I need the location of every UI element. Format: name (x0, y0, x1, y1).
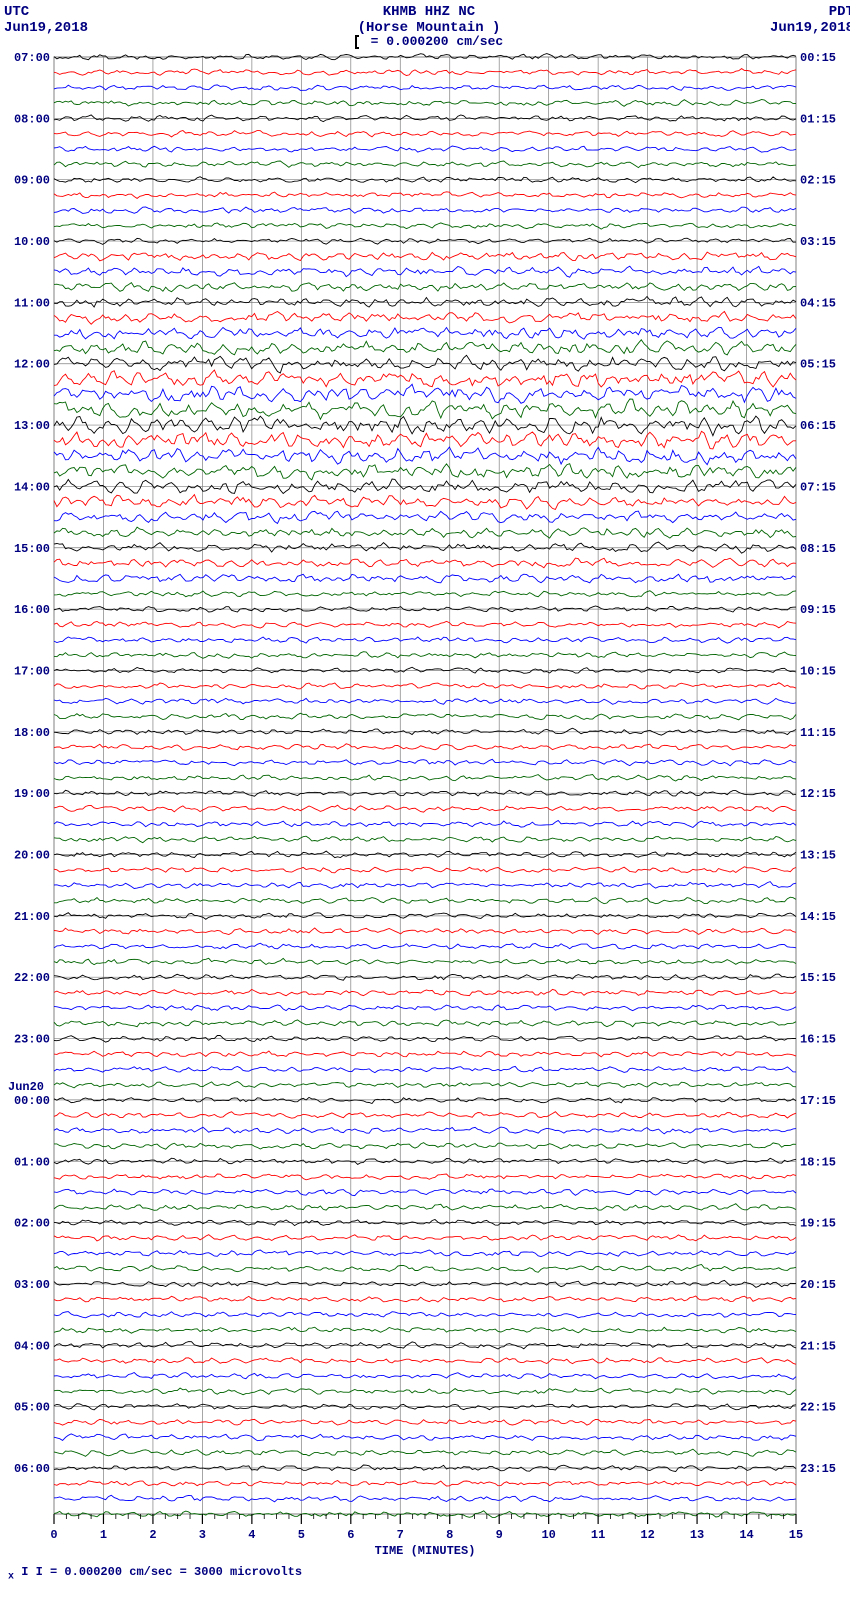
svg-text:8: 8 (446, 1528, 453, 1542)
svg-text:17:15: 17:15 (800, 1094, 836, 1108)
svg-text:00:15: 00:15 (800, 51, 836, 65)
svg-text:12:00: 12:00 (14, 358, 50, 372)
svg-text:3: 3 (199, 1528, 206, 1542)
svg-text:10:15: 10:15 (800, 664, 836, 678)
footer-text: I = 0.000200 cm/sec = 3000 microvolts (36, 1565, 302, 1579)
svg-text:20:00: 20:00 (14, 849, 50, 863)
svg-text:00:00: 00:00 (14, 1094, 50, 1108)
svg-text:18:15: 18:15 (800, 1155, 836, 1169)
svg-text:9: 9 (496, 1528, 503, 1542)
svg-text:04:15: 04:15 (800, 296, 836, 310)
svg-text:23:15: 23:15 (800, 1462, 836, 1476)
helicorder-svg: 07:00 08:00 09:00 10:00 11:00 12:00 13:00 14:00… (4, 49, 846, 1559)
svg-text:11: 11 (591, 1528, 605, 1542)
svg-text:22:15: 22:15 (800, 1401, 836, 1415)
svg-text:04:00: 04:00 (14, 1339, 50, 1353)
svg-text:01:00: 01:00 (14, 1155, 50, 1169)
svg-text:06:00: 06:00 (14, 1462, 50, 1476)
svg-text:02:00: 02:00 (14, 1217, 50, 1231)
svg-text:19:15: 19:15 (800, 1217, 836, 1231)
svg-text:01:15: 01:15 (800, 112, 836, 126)
svg-text:03:00: 03:00 (14, 1278, 50, 1292)
svg-text:18:00: 18:00 (14, 726, 50, 740)
svg-text:12:15: 12:15 (800, 787, 836, 801)
scale-bar-icon (355, 35, 359, 49)
svg-text:21:15: 21:15 (800, 1339, 836, 1353)
svg-text:2: 2 (149, 1528, 156, 1542)
svg-text:23:00: 23:00 (14, 1033, 50, 1047)
svg-text:10:00: 10:00 (14, 235, 50, 249)
right-tz: PDT (829, 4, 850, 20)
header-row: UTC Jun19,2018 KHMB HHZ NC (Horse Mounta… (4, 4, 850, 36)
svg-text:02:15: 02:15 (800, 174, 836, 188)
svg-text:17:00: 17:00 (14, 664, 50, 678)
svg-text:11:15: 11:15 (800, 726, 836, 740)
svg-text:21:00: 21:00 (14, 910, 50, 924)
left-tz: UTC (4, 4, 29, 20)
svg-text:07:15: 07:15 (800, 480, 836, 494)
right-date: Jun19,2018 (770, 20, 850, 36)
station-line1: KHMB HHZ NC (383, 4, 475, 20)
footer-scale: x I I = 0.000200 cm/sec = 3000 microvolt… (4, 1565, 846, 1582)
svg-text:6: 6 (347, 1528, 354, 1542)
svg-text:09:15: 09:15 (800, 603, 836, 617)
svg-text:12: 12 (640, 1528, 654, 1542)
svg-text:11:00: 11:00 (14, 296, 50, 310)
helicorder-plot: 07:00 08:00 09:00 10:00 11:00 12:00 13:00 14:00… (4, 49, 846, 1559)
svg-text:09:00: 09:00 (14, 174, 50, 188)
svg-text:03:15: 03:15 (800, 235, 836, 249)
svg-text:20:15: 20:15 (800, 1278, 836, 1292)
svg-text:13: 13 (690, 1528, 704, 1542)
svg-text:14:00: 14:00 (14, 480, 50, 494)
svg-text:19:00: 19:00 (14, 787, 50, 801)
svg-text:15:15: 15:15 (800, 971, 836, 985)
svg-text:05:15: 05:15 (800, 358, 836, 372)
svg-text:Jun20: Jun20 (8, 1080, 44, 1094)
svg-text:13:00: 13:00 (14, 419, 50, 433)
scale-indicator: = 0.000200 cm/sec (4, 34, 850, 49)
svg-text:06:15: 06:15 (800, 419, 836, 433)
scale-label: = 0.000200 cm/sec (371, 34, 504, 49)
header-right: PDT Jun19,2018 (734, 4, 850, 36)
svg-text:4: 4 (248, 1528, 255, 1542)
svg-text:07:00: 07:00 (14, 51, 50, 65)
svg-text:1: 1 (100, 1528, 107, 1542)
svg-text:5: 5 (298, 1528, 305, 1542)
svg-text:16:00: 16:00 (14, 603, 50, 617)
svg-text:13:15: 13:15 (800, 849, 836, 863)
svg-text:10: 10 (541, 1528, 555, 1542)
svg-text:16:15: 16:15 (800, 1033, 836, 1047)
svg-text:05:00: 05:00 (14, 1401, 50, 1415)
svg-text:0: 0 (50, 1528, 57, 1542)
left-date: Jun19,2018 (4, 20, 88, 36)
svg-text:08:15: 08:15 (800, 542, 836, 556)
svg-text:14: 14 (739, 1528, 753, 1542)
svg-text:08:00: 08:00 (14, 112, 50, 126)
svg-text:14:15: 14:15 (800, 910, 836, 924)
svg-text:22:00: 22:00 (14, 971, 50, 985)
svg-text:15:00: 15:00 (14, 542, 50, 556)
header-center: KHMB HHZ NC (Horse Mountain ) (124, 4, 734, 36)
header-left: UTC Jun19,2018 (4, 4, 124, 36)
svg-text:TIME (MINUTES): TIME (MINUTES) (375, 1544, 476, 1558)
svg-text:15: 15 (789, 1528, 803, 1542)
svg-text:7: 7 (397, 1528, 404, 1542)
